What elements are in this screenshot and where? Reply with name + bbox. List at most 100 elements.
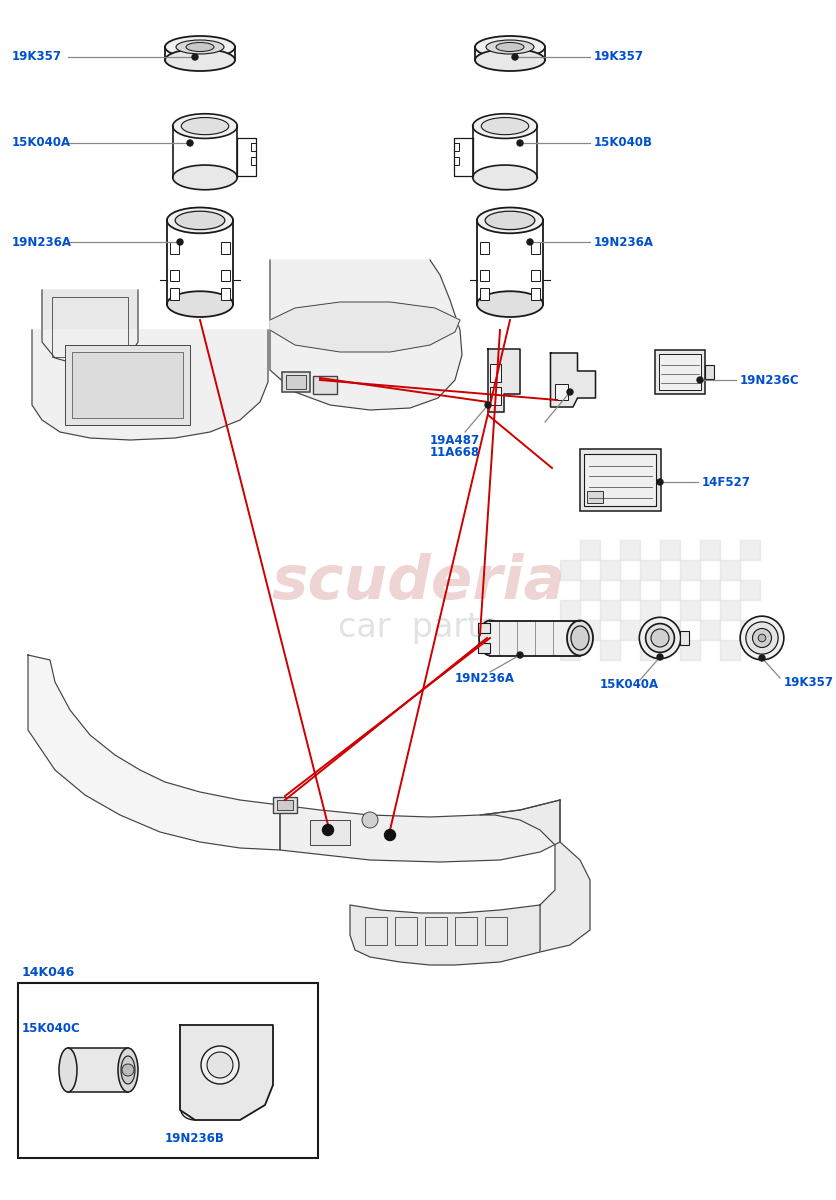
Circle shape <box>517 140 523 146</box>
Polygon shape <box>32 330 268 440</box>
Circle shape <box>567 389 573 395</box>
Bar <box>251 157 257 166</box>
Ellipse shape <box>651 629 669 647</box>
Circle shape <box>122 1064 134 1076</box>
Bar <box>52 296 128 358</box>
Bar <box>490 388 501 406</box>
Ellipse shape <box>121 1056 135 1084</box>
Bar <box>587 491 603 504</box>
Ellipse shape <box>640 617 681 659</box>
Circle shape <box>177 239 183 245</box>
Bar <box>580 620 600 640</box>
Bar <box>600 640 620 660</box>
Bar <box>680 640 700 660</box>
Ellipse shape <box>571 626 589 650</box>
Circle shape <box>759 655 765 661</box>
Text: 14F527: 14F527 <box>702 475 751 488</box>
Circle shape <box>217 1090 223 1094</box>
Bar <box>72 352 183 418</box>
Ellipse shape <box>740 616 784 660</box>
Circle shape <box>362 812 378 828</box>
Ellipse shape <box>567 620 593 655</box>
Ellipse shape <box>167 292 233 317</box>
Bar <box>560 600 580 620</box>
Polygon shape <box>180 1025 273 1120</box>
Bar <box>640 560 660 580</box>
Polygon shape <box>280 800 560 862</box>
Bar <box>18 983 318 1158</box>
Bar <box>531 270 540 281</box>
Circle shape <box>385 829 395 840</box>
Ellipse shape <box>752 629 772 648</box>
Bar <box>680 600 700 620</box>
Bar <box>580 540 600 560</box>
Bar <box>600 560 620 580</box>
Ellipse shape <box>475 49 545 71</box>
Text: 14K046: 14K046 <box>22 966 75 978</box>
Ellipse shape <box>176 40 224 54</box>
Bar <box>705 365 714 379</box>
Ellipse shape <box>645 624 675 653</box>
Ellipse shape <box>758 634 766 642</box>
Ellipse shape <box>173 166 237 190</box>
Bar <box>740 540 760 560</box>
Bar <box>222 270 231 281</box>
Bar <box>454 157 460 166</box>
Text: 19N236A: 19N236A <box>594 235 654 248</box>
Text: 19N236A: 19N236A <box>455 672 515 684</box>
Bar <box>425 917 447 946</box>
Bar <box>490 620 580 655</box>
Bar <box>700 620 720 640</box>
Ellipse shape <box>477 292 543 317</box>
Text: car  parts: car parts <box>339 612 497 644</box>
Bar <box>740 580 760 600</box>
Bar <box>720 640 740 660</box>
Text: 15K040A: 15K040A <box>600 678 659 691</box>
Bar <box>273 797 297 814</box>
Ellipse shape <box>746 622 778 654</box>
Bar <box>222 288 231 300</box>
Bar <box>485 917 507 946</box>
Text: 19A487: 19A487 <box>430 433 480 446</box>
Bar <box>660 540 680 560</box>
Circle shape <box>697 377 703 383</box>
Bar <box>68 1048 128 1092</box>
Text: 19K357: 19K357 <box>12 50 62 64</box>
Polygon shape <box>28 655 280 850</box>
Polygon shape <box>270 260 462 410</box>
Bar <box>659 354 701 390</box>
Bar <box>480 242 489 253</box>
Circle shape <box>512 54 518 60</box>
Bar <box>560 640 580 660</box>
Circle shape <box>657 654 663 660</box>
Bar <box>680 560 700 580</box>
Bar <box>454 143 460 151</box>
Bar <box>720 600 740 620</box>
Bar <box>640 640 660 660</box>
Bar <box>478 643 490 653</box>
Ellipse shape <box>496 42 524 52</box>
Text: 19N236C: 19N236C <box>740 373 799 386</box>
Circle shape <box>527 239 533 245</box>
Bar <box>490 364 501 382</box>
Bar <box>555 384 568 400</box>
Bar <box>560 560 580 580</box>
Ellipse shape <box>59 1048 77 1092</box>
Text: 11A668: 11A668 <box>430 445 480 458</box>
Bar <box>286 374 306 389</box>
Ellipse shape <box>165 49 235 71</box>
Bar <box>620 620 640 640</box>
Bar <box>579 449 660 511</box>
Text: scuderia: scuderia <box>271 552 565 612</box>
Bar <box>480 270 489 281</box>
Text: 19N236A: 19N236A <box>12 235 72 248</box>
Ellipse shape <box>486 40 534 54</box>
Text: 15K040C: 15K040C <box>22 1021 81 1034</box>
Bar <box>395 917 417 946</box>
Ellipse shape <box>165 36 235 58</box>
Text: 19K357: 19K357 <box>594 50 644 64</box>
Bar <box>700 540 720 560</box>
Bar <box>620 580 640 600</box>
Polygon shape <box>42 290 138 365</box>
Circle shape <box>97 1042 103 1048</box>
